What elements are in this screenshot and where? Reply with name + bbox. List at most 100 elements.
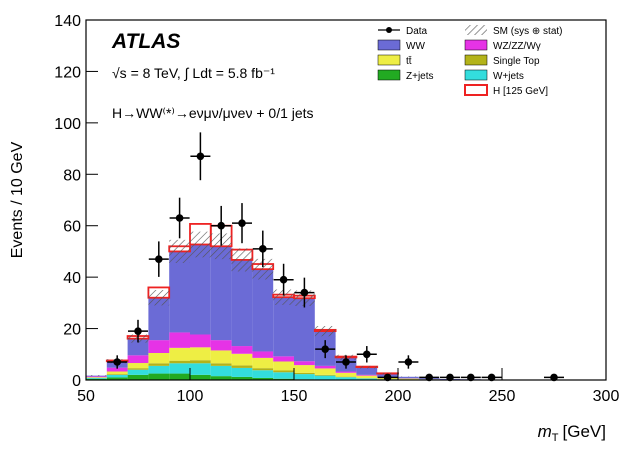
legend-label: Single Top (493, 56, 540, 67)
data-point (134, 327, 142, 335)
background-bin (252, 368, 273, 370)
background-bin (148, 366, 169, 374)
legend-swatch (465, 25, 487, 35)
background-bin (190, 375, 211, 380)
y-tick-label: 80 (63, 167, 81, 184)
background-bin (232, 354, 253, 366)
background-bin (107, 374, 128, 375)
background-bin (398, 379, 419, 380)
background-bin (211, 366, 232, 376)
background-bin (148, 353, 169, 363)
background-bin (169, 363, 190, 373)
background-bin (107, 375, 128, 378)
background-bin (211, 350, 232, 363)
background-bin (148, 374, 169, 380)
background-bin (211, 246, 232, 340)
legend-swatch (465, 55, 487, 65)
x-label-unit: [GeV] (563, 422, 606, 441)
background-bin (273, 370, 294, 372)
background-bin (86, 377, 107, 378)
legend-label: tt̄ (406, 55, 412, 67)
background-bin (190, 363, 211, 375)
y-axis-label: Events / 10 GeV (9, 141, 26, 258)
data-point (217, 222, 225, 230)
background-bin (252, 358, 273, 368)
data-point (280, 276, 288, 284)
background-bin (273, 297, 294, 356)
data-point (363, 350, 371, 358)
data-point (176, 214, 184, 222)
background-bin (169, 374, 190, 380)
x-tick-label: 250 (489, 388, 516, 405)
x-tick-label: 50 (77, 388, 95, 405)
data-point (301, 289, 309, 297)
uncertainty-band (356, 366, 377, 369)
y-tick-label: 100 (54, 116, 81, 133)
background-bin (128, 355, 149, 363)
background-bin (211, 340, 232, 350)
uncertainty-band (148, 290, 169, 305)
x-axis-label: mT [GeV] (538, 422, 606, 444)
background-bin (169, 348, 190, 361)
uncertainty-band (169, 240, 190, 263)
background-bin (252, 370, 273, 378)
uncertainty-band (315, 326, 336, 336)
background-bin (86, 378, 107, 379)
legend-label: Z+jets (406, 71, 434, 82)
background-bin (148, 340, 169, 353)
legend-swatch (378, 55, 400, 65)
legend-swatch (465, 70, 487, 80)
legend-label: Data (406, 26, 428, 37)
background-bin (336, 372, 357, 373)
background-bin (232, 346, 253, 354)
y-tick-label: 20 (63, 322, 81, 339)
x-label-symbol: m (538, 422, 552, 441)
background-bin (169, 251, 190, 332)
background-bin (128, 368, 149, 370)
background-bin (169, 361, 190, 364)
legend-swatch (378, 40, 400, 50)
x-tick-label: 300 (593, 388, 620, 405)
background-bin (336, 377, 357, 380)
background-bin (86, 376, 107, 377)
background-bin (128, 375, 149, 380)
background-bin (211, 363, 232, 366)
background-bin (315, 375, 336, 376)
data-point (155, 255, 163, 263)
background-bin (107, 372, 128, 375)
data-point (238, 219, 246, 227)
background-bin (148, 363, 169, 366)
x-tick-label: 150 (281, 388, 308, 405)
background-bin (294, 361, 315, 365)
channel-label: H→WW⁽*⁾→eνμν/μνeν + 0/1 jets (112, 105, 314, 121)
x-tick-label: 100 (177, 388, 204, 405)
data-point (113, 358, 121, 366)
legend-label: W+jets (493, 71, 524, 82)
y-tick-label: 140 (54, 13, 81, 30)
legend-label: H [125 GeV] (493, 86, 548, 97)
uncertainty-band (190, 232, 211, 258)
plot-area (86, 132, 606, 381)
background-bin (128, 370, 149, 375)
background-bin (190, 244, 211, 334)
background-bin (190, 360, 211, 363)
background-bin (356, 375, 377, 376)
experiment-label: ATLAS (111, 30, 180, 53)
background-bin (190, 334, 211, 347)
data-point (342, 358, 350, 366)
background-bin (294, 298, 315, 361)
background-bin (294, 373, 315, 374)
background-bin (232, 368, 253, 377)
background-bin (315, 366, 336, 369)
legend-label: SM (sys ⊕ stat) (493, 26, 563, 37)
legend-swatch (465, 40, 487, 50)
x-label-subscript: T (552, 432, 559, 444)
y-tick-label: 120 (54, 64, 81, 81)
legend-data-marker (386, 27, 392, 33)
background-bin (356, 376, 377, 379)
data-point (259, 245, 267, 253)
background-bin (315, 368, 336, 374)
background-bin (294, 365, 315, 373)
data-point (321, 345, 329, 353)
